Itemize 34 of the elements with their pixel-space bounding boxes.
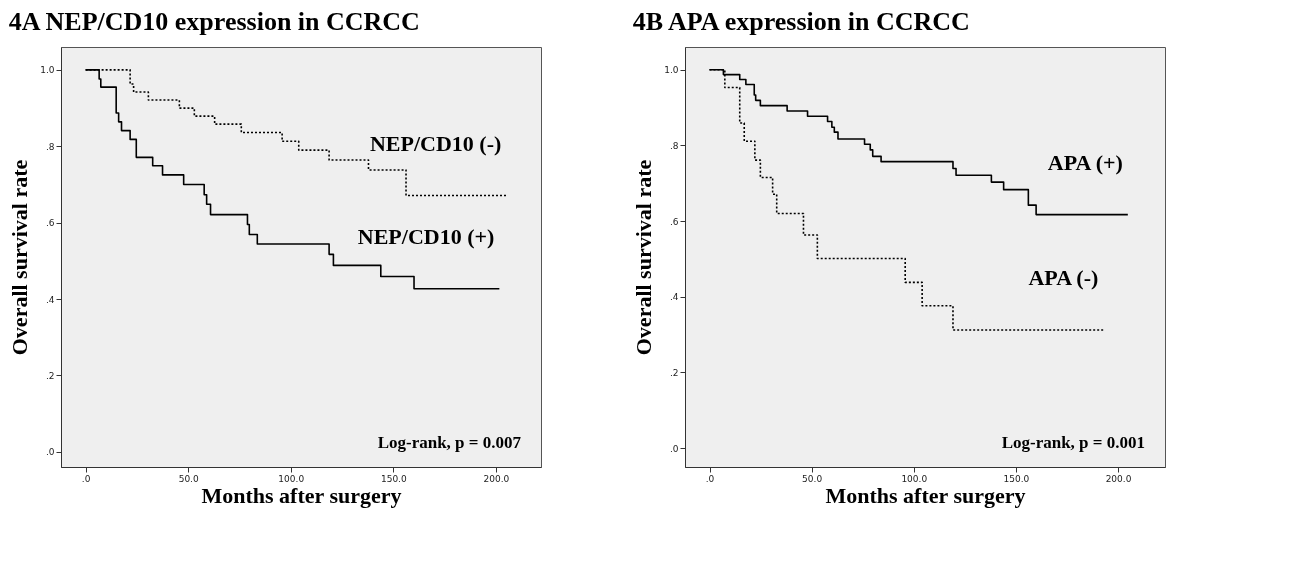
- x-tick-label: 100.0: [901, 473, 928, 484]
- x-tick-label: .0: [81, 473, 91, 484]
- x-tick-label: 50.0: [802, 473, 823, 484]
- y-tick-label: 1.0: [664, 65, 679, 76]
- annotation: Log-rank, p = 0.001: [1001, 433, 1145, 452]
- series-label: APA (+): [1047, 149, 1123, 175]
- y-tick-label: .8: [669, 140, 679, 151]
- y-axis-title: Overall survival rate: [631, 159, 657, 356]
- chart-title: 4A NEP/CD10 expression in CCRCC: [8, 7, 420, 36]
- x-tick-label: 50.0: [178, 473, 199, 484]
- series-label: APA (-): [1028, 265, 1099, 291]
- y-tick-label: .4: [669, 292, 679, 303]
- chart-title: 4B APA expression in CCRCC: [632, 7, 970, 36]
- y-tick-label: .6: [669, 216, 679, 227]
- annotation: Log-rank, p = 0.007: [377, 433, 522, 452]
- x-axis-title: Months after surgery: [825, 482, 1026, 508]
- y-tick-label: .0: [45, 447, 55, 458]
- y-tick-label: .6: [45, 218, 55, 229]
- y-tick-label: .4: [45, 294, 55, 305]
- x-tick-label: 150.0: [1003, 473, 1030, 484]
- series-label: NEP/CD10 (-): [369, 130, 502, 156]
- y-tick-label: .0: [669, 443, 679, 454]
- series-label: NEP/CD10 (+): [357, 223, 495, 249]
- x-tick-label: 200.0: [483, 473, 510, 484]
- x-tick-label: 200.0: [1105, 473, 1132, 484]
- x-axis-title: Months after surgery: [201, 482, 402, 508]
- y-tick-label: .8: [45, 141, 55, 152]
- x-tick-label: 100.0: [278, 473, 305, 484]
- y-tick-label: 1.0: [40, 65, 55, 76]
- y-axis-title: Overall survival rate: [7, 159, 33, 356]
- y-tick-label: .2: [45, 370, 55, 381]
- x-tick-label: 150.0: [380, 473, 407, 484]
- x-tick-label: .0: [705, 473, 715, 484]
- y-tick-label: .2: [669, 367, 679, 378]
